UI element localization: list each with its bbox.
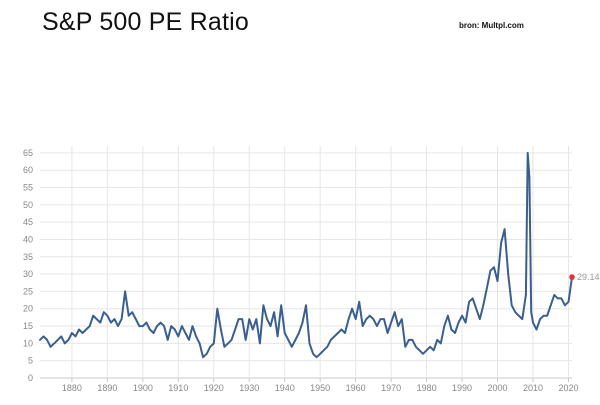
- y-tick-label: 65: [23, 148, 33, 158]
- y-tick-label: 35: [23, 252, 33, 262]
- axis-layer: 0 5 10 15 20 25 30 35 40 45 50 55 60 65 1880 1890 1900 19…: [23, 148, 578, 393]
- y-tick-label: 45: [23, 217, 33, 227]
- x-tick-label: 1950: [310, 383, 330, 393]
- x-tick-label: 1900: [133, 383, 153, 393]
- y-tick-label: 50: [23, 200, 33, 210]
- label-layer: 29.14: [577, 272, 600, 282]
- y-tick-label: 25: [23, 286, 33, 296]
- y-tick-label: 30: [23, 269, 33, 279]
- y-tick-label: 10: [23, 338, 33, 348]
- series-layer: [39, 151, 575, 359]
- x-tick-label: 1960: [346, 383, 366, 393]
- y-tick-label: 55: [23, 183, 33, 193]
- x-tick-label: 2020: [558, 383, 578, 393]
- latest-value-label: 29.14: [577, 272, 600, 282]
- y-tick-label: 15: [23, 321, 33, 331]
- y-tick-label: 60: [23, 165, 33, 175]
- x-tick-label: 2010: [523, 383, 543, 393]
- x-tick-label: 1920: [204, 383, 224, 393]
- x-tick-label: 1940: [275, 383, 295, 393]
- x-tick-label: 2000: [488, 383, 508, 393]
- y-tick-label: 0: [28, 373, 33, 383]
- pe-ratio-series-line: [39, 151, 573, 359]
- x-tick-label: 1990: [452, 383, 472, 393]
- chart-title: S&P 500 PE Ratio: [42, 8, 250, 36]
- x-tick-label: 1980: [417, 383, 437, 393]
- y-tick-label: 20: [23, 304, 33, 314]
- x-tick-label: 1910: [168, 383, 188, 393]
- y-tick-label: 5: [28, 356, 33, 366]
- x-tick-label: 1890: [97, 383, 117, 393]
- source-label: bron: Multpl.com: [459, 21, 524, 30]
- latest-value-marker: [569, 274, 575, 280]
- x-tick-label: 1930: [239, 383, 259, 393]
- grid-layer: [40, 146, 572, 379]
- x-tick-label: 1970: [381, 383, 401, 393]
- y-tick-label: 40: [23, 234, 33, 244]
- x-tick-label: 1880: [62, 383, 82, 393]
